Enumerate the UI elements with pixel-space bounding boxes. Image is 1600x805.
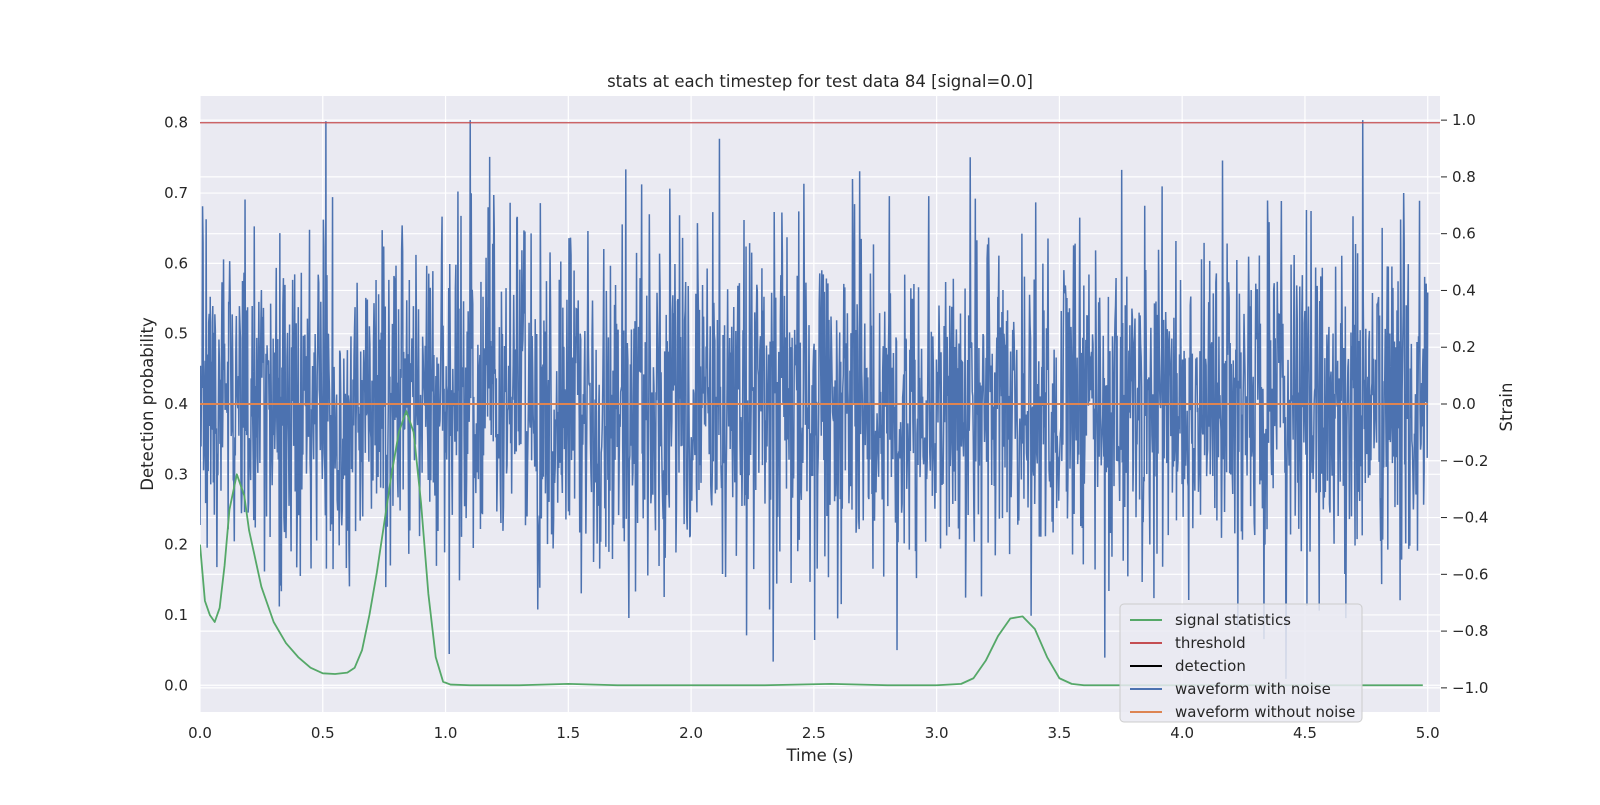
legend-label: signal statistics — [1175, 611, 1291, 629]
x-tick-label: 1.0 — [434, 724, 458, 742]
y2-axis-ticks: −1.0 −0.8 −0.6 −0.4 −0.2 0.0 0.2 0.4 0.6 0.8 1.0 — [1441, 111, 1488, 697]
y-axis-label: Detection probability — [138, 317, 157, 491]
y-tick-label: 0.1 — [164, 606, 188, 624]
x-tick-label: 5.0 — [1416, 724, 1440, 742]
x-tick-label: 1.5 — [556, 724, 580, 742]
y2-tick-label: 0.8 — [1452, 168, 1476, 186]
y2-tick-label: −0.8 — [1452, 622, 1488, 640]
x-tick-label: 2.5 — [802, 724, 826, 742]
y-tick-label: 0.4 — [164, 395, 188, 413]
y-tick-label: 0.8 — [164, 114, 188, 132]
y-tick-label: 0.6 — [164, 254, 188, 272]
legend: signal statistics threshold detection wavef… — [1119, 603, 1363, 723]
chart-title: stats at each timestep for test data 84 … — [607, 72, 1033, 91]
series-waveform-with-noise — [200, 120, 1429, 679]
legend-label: threshold — [1175, 634, 1246, 652]
y-tick-label: 0.5 — [164, 325, 188, 343]
x-tick-label: 0.0 — [188, 724, 212, 742]
x-tick-label: 2.0 — [679, 724, 703, 742]
x-axis-label: Time (s) — [785, 746, 853, 765]
x-axis-ticks: 0.0 0.5 1.0 1.5 2.0 2.5 3.0 3.5 4.0 4.5 5.0 — [188, 724, 1440, 742]
y2-tick-label: −0.4 — [1452, 509, 1488, 527]
legend-label: waveform without noise — [1175, 703, 1355, 721]
y2-tick-label: 0.6 — [1452, 225, 1476, 243]
y-axis-ticks: 0.0 0.1 0.2 0.3 0.4 0.5 0.6 0.7 0.8 — [164, 114, 188, 695]
y2-axis-label: Strain — [1497, 383, 1516, 432]
x-tick-label: 0.5 — [311, 724, 335, 742]
x-tick-label: 3.0 — [925, 724, 949, 742]
y2-tick-label: 0.4 — [1452, 281, 1476, 299]
series-signal-statistics — [200, 410, 1423, 687]
y2-tick-label: −0.2 — [1452, 452, 1488, 470]
series-layer — [200, 120, 1440, 687]
legend-label: detection — [1175, 657, 1246, 675]
y-tick-label: 0.7 — [164, 184, 188, 202]
x-tick-label: 3.5 — [1047, 724, 1071, 742]
legend-label: waveform with noise — [1175, 680, 1331, 698]
y-tick-label: 0.3 — [164, 465, 188, 483]
y2-tick-label: −0.6 — [1452, 565, 1488, 583]
x-tick-label: 4.5 — [1293, 724, 1317, 742]
y2-tick-label: −1.0 — [1452, 679, 1488, 697]
y2-tick-label: 0.2 — [1452, 338, 1476, 356]
y-tick-label: 0.2 — [164, 536, 188, 554]
legend-box — [1119, 603, 1363, 723]
x-tick-label: 4.0 — [1170, 724, 1194, 742]
y2-tick-label: 0.0 — [1452, 395, 1476, 413]
y-tick-label: 0.0 — [164, 676, 188, 694]
y2-tick-label: 1.0 — [1452, 111, 1476, 129]
